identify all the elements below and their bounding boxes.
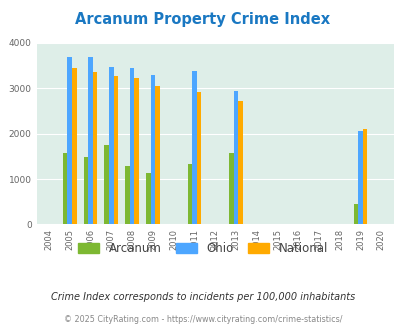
Bar — [83, 157, 88, 224]
Bar — [155, 86, 159, 224]
Text: Arcanum Property Crime Index: Arcanum Property Crime Index — [75, 12, 330, 26]
Bar — [196, 92, 201, 224]
Bar — [88, 57, 93, 224]
Bar — [146, 173, 150, 224]
Bar — [187, 164, 192, 224]
Bar — [362, 129, 367, 224]
Text: © 2025 CityRating.com - https://www.cityrating.com/crime-statistics/: © 2025 CityRating.com - https://www.city… — [64, 315, 341, 324]
Bar — [104, 145, 109, 224]
Bar — [63, 153, 67, 224]
Bar — [233, 90, 238, 224]
Bar — [130, 68, 134, 224]
Bar — [192, 72, 196, 224]
Bar — [93, 72, 97, 224]
Legend: Arcanum, Ohio, National: Arcanum, Ohio, National — [73, 237, 332, 260]
Bar — [358, 131, 362, 224]
Bar — [72, 68, 77, 224]
Text: Crime Index corresponds to incidents per 100,000 inhabitants: Crime Index corresponds to incidents per… — [51, 292, 354, 302]
Bar — [67, 57, 72, 224]
Bar — [150, 75, 155, 224]
Bar — [134, 78, 139, 224]
Bar — [109, 67, 113, 224]
Bar — [353, 204, 358, 224]
Bar — [113, 76, 118, 224]
Bar — [228, 153, 233, 224]
Bar — [125, 166, 130, 224]
Bar — [238, 101, 242, 224]
